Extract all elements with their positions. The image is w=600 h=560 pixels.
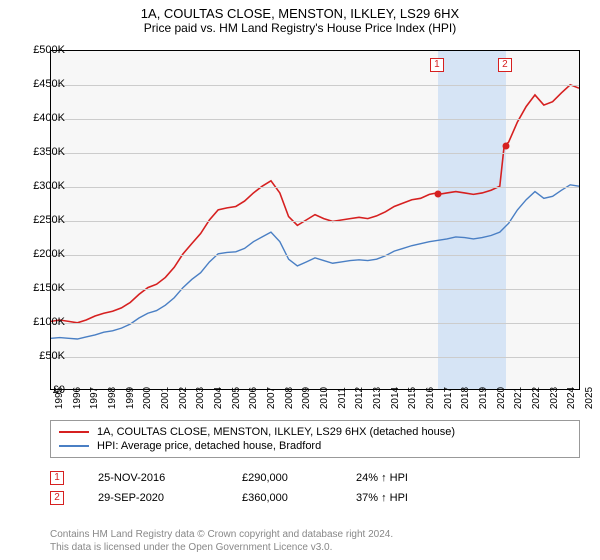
grid-line: [51, 357, 579, 358]
x-axis-label: 2000: [142, 387, 153, 409]
sale-point-2: [502, 143, 509, 150]
y-axis-label: £350K: [20, 146, 65, 158]
x-axis-label: 2014: [390, 387, 401, 409]
legend-row: 1A, COULTAS CLOSE, MENSTON, ILKLEY, LS29…: [59, 425, 571, 439]
sale-row-marker: 2: [50, 491, 64, 505]
legend-swatch: [59, 431, 89, 433]
sale-price: £290,000: [242, 472, 322, 484]
chart-title: 1A, COULTAS CLOSE, MENSTON, ILKLEY, LS29…: [0, 0, 600, 21]
x-axis-label: 1998: [107, 387, 118, 409]
sales-table: 1 25-NOV-2016 £290,000 24% ↑ HPI 2 29-SEP-202…: [50, 468, 580, 508]
legend-label: 1A, COULTAS CLOSE, MENSTON, ILKLEY, LS29…: [97, 426, 455, 438]
x-axis-label: 1999: [125, 387, 136, 409]
x-axis-label: 2017: [443, 387, 454, 409]
legend-row: HPI: Average price, detached house, Brad…: [59, 439, 571, 453]
y-axis-label: £250K: [20, 214, 65, 226]
sale-vs-hpi: 24% ↑ HPI: [356, 472, 408, 484]
x-axis-label: 2015: [407, 387, 418, 409]
sale-row: 2 29-SEP-2020 £360,000 37% ↑ HPI: [50, 488, 580, 508]
grid-line: [51, 153, 579, 154]
x-axis-label: 2023: [549, 387, 560, 409]
sale-point-1: [434, 190, 441, 197]
x-axis-label: 2016: [425, 387, 436, 409]
grid-line: [51, 85, 579, 86]
x-axis-label: 2018: [460, 387, 471, 409]
x-axis-label: 2006: [248, 387, 259, 409]
x-axis-label: 2007: [266, 387, 277, 409]
grid-line: [51, 255, 579, 256]
x-axis-label: 1996: [72, 387, 83, 409]
chart-lines: [51, 51, 579, 389]
y-axis-label: £400K: [20, 112, 65, 124]
sale-price: £360,000: [242, 492, 322, 504]
x-axis-label: 2020: [496, 387, 507, 409]
chart-plot-area: [50, 50, 580, 390]
legend-label: HPI: Average price, detached house, Brad…: [97, 440, 321, 452]
grid-line: [51, 187, 579, 188]
x-axis-label: 2024: [566, 387, 577, 409]
y-axis-label: £300K: [20, 180, 65, 192]
y-axis-label: £500K: [20, 44, 65, 56]
sale-date: 29-SEP-2020: [98, 492, 208, 504]
sale-vs-hpi: 37% ↑ HPI: [356, 492, 408, 504]
x-axis-label: 2025: [584, 387, 595, 409]
footer-line-2: This data is licensed under the Open Gov…: [50, 541, 393, 554]
y-axis-label: £50K: [20, 350, 65, 362]
x-axis-label: 2011: [337, 387, 348, 409]
grid-line: [51, 323, 579, 324]
y-axis-label: £200K: [20, 248, 65, 260]
sale-marker-2: 2: [498, 58, 512, 72]
x-axis-label: 2010: [319, 387, 330, 409]
x-axis-label: 2005: [231, 387, 242, 409]
x-axis-label: 2013: [372, 387, 383, 409]
footer-line-1: Contains HM Land Registry data © Crown c…: [50, 528, 393, 541]
y-axis-label: £100K: [20, 316, 65, 328]
legend-swatch: [59, 445, 89, 447]
x-axis-label: 2003: [195, 387, 206, 409]
x-axis-label: 2002: [178, 387, 189, 409]
series-property: [51, 85, 579, 323]
x-axis-label: 1995: [54, 387, 65, 409]
footer-attribution: Contains HM Land Registry data © Crown c…: [50, 528, 393, 554]
y-axis-label: £450K: [20, 78, 65, 90]
series-hpi: [51, 185, 579, 339]
sale-date: 25-NOV-2016: [98, 472, 208, 484]
grid-line: [51, 221, 579, 222]
x-axis-label: 2001: [160, 387, 171, 409]
sale-marker-1: 1: [430, 58, 444, 72]
sale-row: 1 25-NOV-2016 £290,000 24% ↑ HPI: [50, 468, 580, 488]
x-axis-label: 2019: [478, 387, 489, 409]
x-axis-label: 2021: [513, 387, 524, 409]
grid-line: [51, 289, 579, 290]
x-axis-label: 2008: [284, 387, 295, 409]
x-axis-label: 2022: [531, 387, 542, 409]
x-axis-label: 2012: [354, 387, 365, 409]
x-axis-label: 1997: [89, 387, 100, 409]
legend-box: 1A, COULTAS CLOSE, MENSTON, ILKLEY, LS29…: [50, 420, 580, 458]
y-axis-label: £150K: [20, 282, 65, 294]
x-axis-label: 2009: [301, 387, 312, 409]
grid-line: [51, 119, 579, 120]
chart-subtitle: Price paid vs. HM Land Registry's House …: [0, 21, 600, 39]
sale-row-marker: 1: [50, 471, 64, 485]
x-axis-label: 2004: [213, 387, 224, 409]
